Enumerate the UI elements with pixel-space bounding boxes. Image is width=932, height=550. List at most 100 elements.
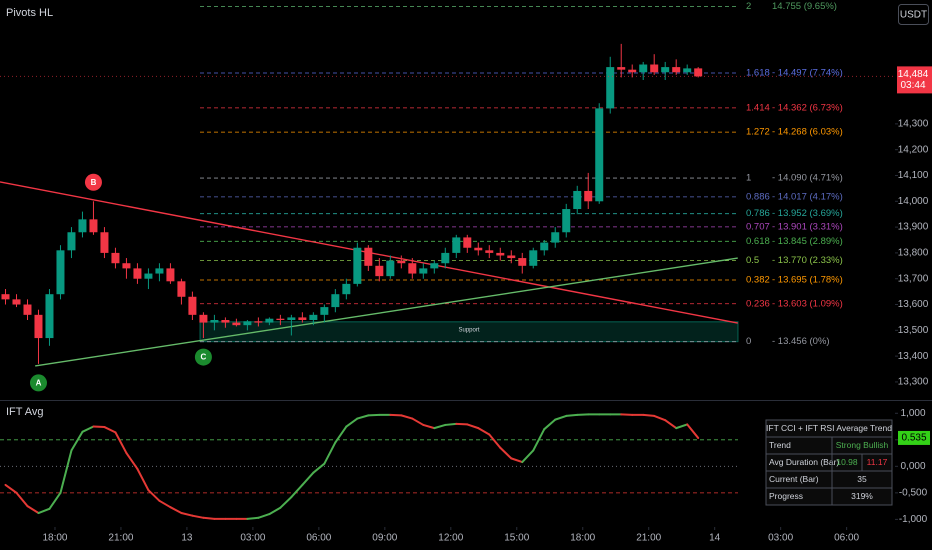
ift-segment	[202, 516, 216, 520]
fib-ratio: 0.886	[746, 191, 770, 202]
currency-button[interactable]	[898, 4, 929, 25]
pivot-marker	[194, 348, 212, 366]
ift-segment	[158, 499, 172, 509]
candle-body	[166, 268, 175, 282]
ift-segment	[543, 418, 557, 431]
candle-body	[650, 64, 659, 73]
ift-segment	[257, 513, 271, 519]
pivot-marker	[29, 374, 47, 392]
candle-body	[694, 68, 703, 77]
candle-body	[397, 260, 406, 264]
ift-segment	[455, 422, 469, 426]
ift-segment	[367, 413, 381, 417]
x-tick-label: 21:00	[108, 533, 133, 544]
candle-body	[375, 265, 384, 277]
fib-label: - 13.845 (2.89%)	[772, 236, 843, 247]
candle-body	[12, 299, 21, 305]
ift-segment	[312, 462, 326, 474]
ift-segment	[114, 431, 128, 455]
candle-body	[386, 260, 395, 277]
fib-label: - 14.497 (7.74%)	[772, 68, 843, 79]
last-price-box	[897, 66, 932, 94]
fib-label: 14.755 (9.65%)	[772, 1, 837, 12]
table-cell: 11.17	[867, 457, 888, 467]
ift-segment	[15, 491, 29, 508]
fib-ratio: 1.414	[746, 102, 770, 113]
ift-segment	[499, 446, 513, 460]
ift-segment	[323, 441, 337, 465]
pivot-label: A	[36, 378, 42, 387]
candle-body	[573, 190, 582, 210]
ift-segment	[554, 414, 568, 421]
candle-body	[496, 252, 505, 256]
candle-body	[100, 232, 109, 253]
ift-segment	[488, 433, 502, 449]
candle-body	[221, 320, 230, 323]
fib-ratio: 0.382	[746, 275, 770, 286]
ift-segment	[48, 491, 62, 510]
fib-ratio: 0.707	[746, 221, 770, 232]
candle-body	[342, 283, 351, 295]
candle-body	[177, 281, 186, 297]
ift-segment	[81, 425, 95, 433]
candle-body	[45, 294, 54, 339]
fib-ratio: 0.236	[746, 298, 770, 309]
ift-segment	[400, 414, 414, 420]
ift-segment	[279, 496, 293, 509]
candle-body	[1, 294, 10, 300]
fib-ratio: 0.618	[746, 236, 770, 247]
fib-ratio: 0	[746, 336, 751, 347]
ift-segment	[411, 417, 425, 426]
candle-body	[364, 247, 373, 266]
y-tick-label: 13,800	[898, 248, 929, 259]
ift-segment	[59, 449, 73, 494]
fib-label: - 13.770 (2.33%)	[772, 255, 843, 266]
fib-label: - 14.268 (6.03%)	[772, 127, 843, 138]
candle-body	[232, 322, 241, 326]
ift-segment	[345, 417, 359, 428]
candle-body	[639, 64, 648, 73]
candle-body	[408, 263, 417, 274]
currency-label[interactable]: USDT	[900, 10, 927, 21]
candle-body	[628, 69, 637, 73]
candle-body	[276, 318, 285, 320]
candle-body	[287, 317, 296, 320]
candle-body	[441, 252, 450, 264]
ift-segment	[620, 413, 634, 416]
candle-body	[133, 268, 142, 279]
ift-segment	[70, 430, 84, 452]
ift-segment	[26, 505, 40, 515]
ift-segment	[532, 428, 546, 452]
fib-label: - 13.901 (3.31%)	[772, 221, 843, 232]
x-tick-label: 03:00	[768, 533, 793, 544]
ift-segment	[136, 467, 150, 492]
ift-segment	[246, 516, 260, 520]
ift-segment	[4, 483, 18, 494]
candle-body	[155, 268, 164, 274]
table-cell: Current (Bar)	[769, 474, 819, 484]
y-tick-label: 14,100	[898, 170, 929, 181]
x-tick-label: 15:00	[504, 533, 529, 544]
table-cell: 10.98	[836, 457, 858, 467]
y-tick-label: 13,900	[898, 222, 929, 233]
table-title: IFT CCI + IFT RSI Average Trend	[766, 423, 892, 433]
ift-segment	[125, 452, 139, 470]
table-cell: Trend	[769, 440, 791, 450]
y-tick-label: 13,400	[898, 351, 929, 362]
ift-segment	[290, 483, 304, 499]
candle-body	[452, 237, 461, 253]
fib-label: - 14.017 (4.17%)	[772, 191, 843, 202]
fib-ratio: 1.272	[746, 127, 770, 138]
candle-body	[243, 321, 252, 326]
ift-segment	[521, 449, 535, 464]
fib-ratio: 1	[746, 173, 751, 184]
table-frame	[765, 419, 893, 506]
x-tick-label: 06:00	[834, 533, 859, 544]
candle-body	[562, 209, 571, 233]
ift-segment	[356, 414, 370, 420]
table-cell: Avg Duration (Bar)	[769, 457, 839, 467]
fib-ratio: 0.5	[746, 255, 759, 266]
support-label: Support	[458, 327, 479, 333]
candle-body	[331, 294, 340, 308]
